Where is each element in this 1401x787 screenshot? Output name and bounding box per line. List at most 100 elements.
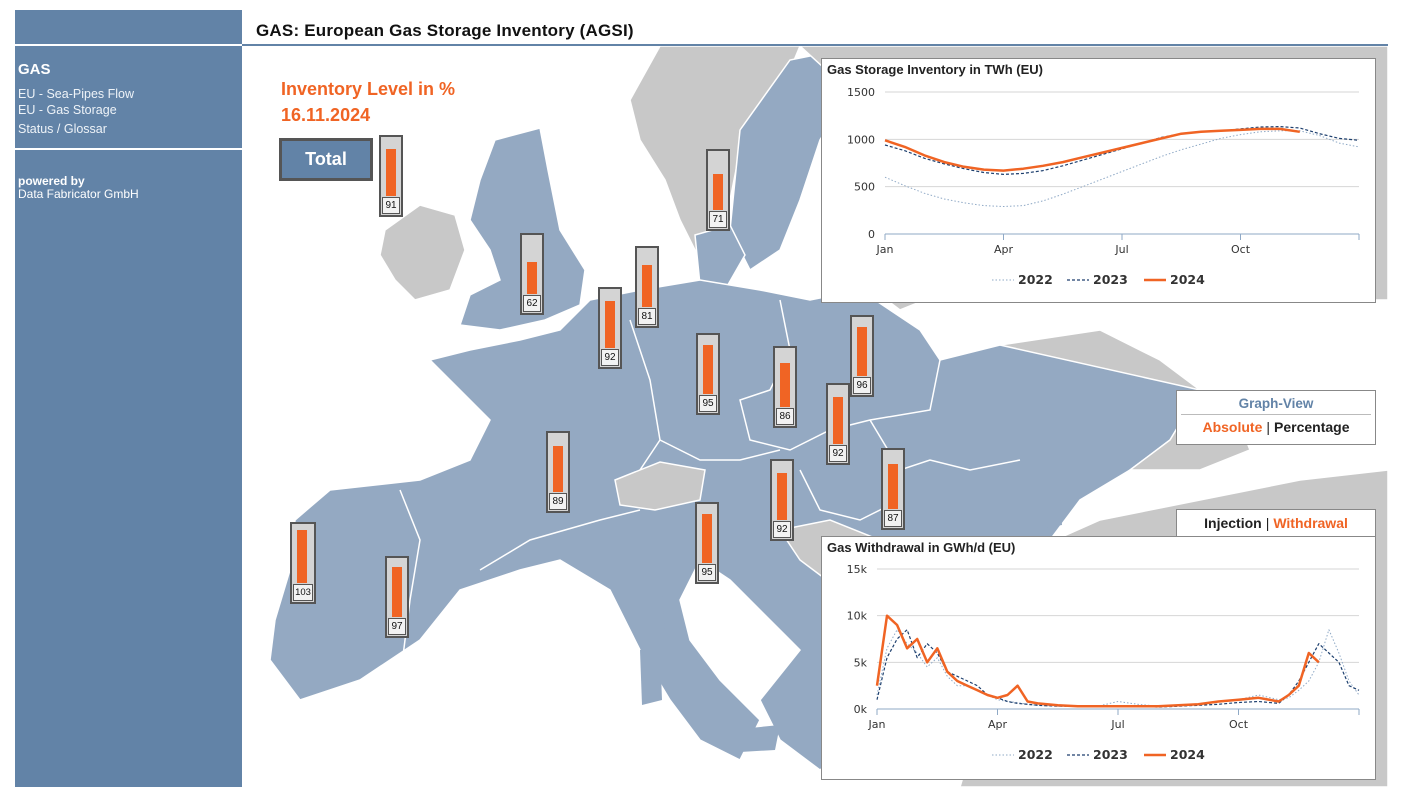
sidebar-section-title: GAS	[18, 61, 51, 78]
gauge-fill	[857, 326, 867, 376]
inventory-chart-panel: Gas Storage Inventory in TWh (EU) 0 500 10…	[821, 58, 1376, 303]
gauge-fill	[297, 530, 307, 583]
y-tick-label: 0	[868, 228, 875, 241]
inventory-date: 16.11.2024	[281, 105, 371, 125]
y-tick-label: 1500	[847, 86, 875, 99]
legend-label[interactable]: 2023	[1093, 272, 1128, 287]
map-region-cyprus	[1045, 500, 1062, 528]
gauge-value: 95	[698, 564, 716, 581]
gauge-poland[interactable]: 96	[850, 315, 874, 397]
gauge-slovakia[interactable]: 92	[826, 383, 850, 465]
gauge-value: 87	[884, 510, 902, 527]
gauge-france[interactable]: 89	[546, 431, 570, 513]
legend-label[interactable]: 2022	[1018, 272, 1053, 287]
percentage-toggle[interactable]: Percentage	[1274, 419, 1350, 435]
gauge-value: 103	[293, 584, 313, 601]
gauge-italy[interactable]: 95	[695, 502, 719, 584]
gauge-value: 62	[523, 295, 541, 312]
toggle-separator: |	[1265, 515, 1270, 531]
withdrawal-toggle[interactable]: Withdrawal	[1273, 515, 1348, 531]
x-tick-label: Jan	[868, 718, 886, 731]
series-line-2022	[884, 130, 1360, 207]
x-tick-label: Jul	[1110, 718, 1124, 731]
gauge-czechia[interactable]: 86	[773, 346, 797, 428]
sidebar: GAS EU - Sea-Pipes Flow EU - Gas Storage…	[15, 10, 242, 787]
legend-label[interactable]: 2024	[1170, 272, 1205, 287]
gauge-spain[interactable]: 97	[385, 556, 409, 638]
graph-view-title: Graph-View	[1238, 396, 1314, 411]
gauge-norway[interactable]: 91	[379, 135, 403, 217]
gauge-value: 86	[776, 408, 794, 425]
gauge-value: 97	[388, 618, 406, 635]
legend-label[interactable]: 2022	[1018, 747, 1053, 762]
gauge-fill	[713, 173, 723, 210]
x-tick-label: Apr	[994, 243, 1014, 256]
y-tick-label: 1000	[847, 133, 875, 146]
series-line-2024	[875, 614, 1320, 708]
gauge-croatia[interactable]: 92	[770, 459, 794, 541]
series-line-2023	[884, 125, 1360, 176]
y-tick-label: 10k	[847, 610, 868, 623]
gauge-germany[interactable]: 95	[696, 333, 720, 415]
total-button[interactable]: Total	[279, 138, 373, 181]
gauge-value: 89	[549, 493, 567, 510]
gauge-value: 96	[853, 377, 871, 394]
withdrawal-chart: 0k 5k 10k 15k Jan Apr Jul Oct 2022 2023 2024	[847, 563, 1360, 762]
toggle-separator: |	[1266, 419, 1271, 435]
inventory-chart-title: Gas Storage Inventory in TWh (EU)	[827, 62, 1043, 77]
company-name[interactable]: Data Fabricator GmbH	[18, 187, 139, 201]
absolute-toggle[interactable]: Absolute	[1202, 419, 1263, 435]
x-tick-label: Oct	[1229, 718, 1249, 731]
gauge-uk[interactable]: 62	[520, 233, 544, 315]
gauge-hungary[interactable]: 87	[881, 448, 905, 530]
gauge-fill	[833, 396, 843, 444]
x-tick-label: Jul	[1114, 243, 1128, 256]
withdrawal-chart-title: Gas Withdrawal in GWh/d (EU)	[827, 540, 1016, 555]
gauge-denmark[interactable]: 71	[706, 149, 730, 231]
gauge-value: 92	[829, 445, 847, 462]
map-region-uk	[458, 127, 586, 331]
map-region-ireland	[379, 204, 466, 301]
map-region-switzerland	[614, 461, 706, 511]
gauge-fill	[702, 514, 712, 563]
gauge-portugal[interactable]: 103	[290, 522, 316, 604]
legend-label[interactable]: 2023	[1093, 747, 1128, 762]
y-tick-label: 0k	[854, 703, 868, 716]
gauge-fill	[553, 446, 563, 492]
gauge-value: 81	[638, 308, 656, 325]
gauge-fill	[392, 567, 402, 617]
gauge-value: 91	[382, 197, 400, 214]
title-divider	[242, 44, 1388, 46]
y-tick-label: 15k	[847, 563, 868, 576]
flow-toggle-panel: Injection | Withdrawal	[1176, 509, 1376, 536]
graph-view-toggles: Absolute | Percentage	[1177, 419, 1375, 435]
map-region-corsica	[650, 596, 665, 640]
legend-label[interactable]: 2024	[1170, 747, 1205, 762]
map-region-sicily	[730, 725, 780, 752]
sidebar-divider	[15, 44, 242, 46]
series-line-2022	[876, 629, 1360, 707]
gauge-belgium[interactable]: 92	[598, 287, 622, 369]
gauge-netherlands[interactable]: 81	[635, 246, 659, 328]
gauge-value: 71	[709, 211, 727, 228]
inventory-chart: 0 500 1000 1500 Jan Apr Jul Oct 2022 2023 2024	[847, 86, 1360, 287]
gauge-fill	[642, 265, 652, 307]
sidebar-divider	[15, 148, 242, 150]
gauge-value: 92	[773, 521, 791, 538]
gauge-fill	[605, 300, 615, 348]
y-tick-label: 500	[854, 181, 875, 194]
page-title: GAS: European Gas Storage Inventory (AGS…	[256, 21, 634, 40]
sidebar-link-status-glossar[interactable]: Status / Glossar	[18, 122, 107, 136]
gauge-fill	[703, 345, 713, 394]
powered-by-label: powered by	[18, 174, 85, 188]
gauge-fill	[780, 362, 790, 407]
inventory-level-title: Inventory Level in %	[281, 79, 456, 99]
gauge-fill	[777, 472, 787, 520]
sidebar-link-sea-pipes-flow[interactable]: EU - Sea-Pipes Flow	[18, 87, 135, 101]
sidebar-link-gas-storage[interactable]: EU - Gas Storage	[18, 103, 117, 117]
gauge-value: 95	[699, 395, 717, 412]
gauge-value: 92	[601, 349, 619, 366]
graph-view-divider	[1181, 414, 1371, 415]
injection-toggle[interactable]: Injection	[1204, 515, 1262, 531]
flow-toggles: Injection | Withdrawal	[1177, 515, 1375, 531]
